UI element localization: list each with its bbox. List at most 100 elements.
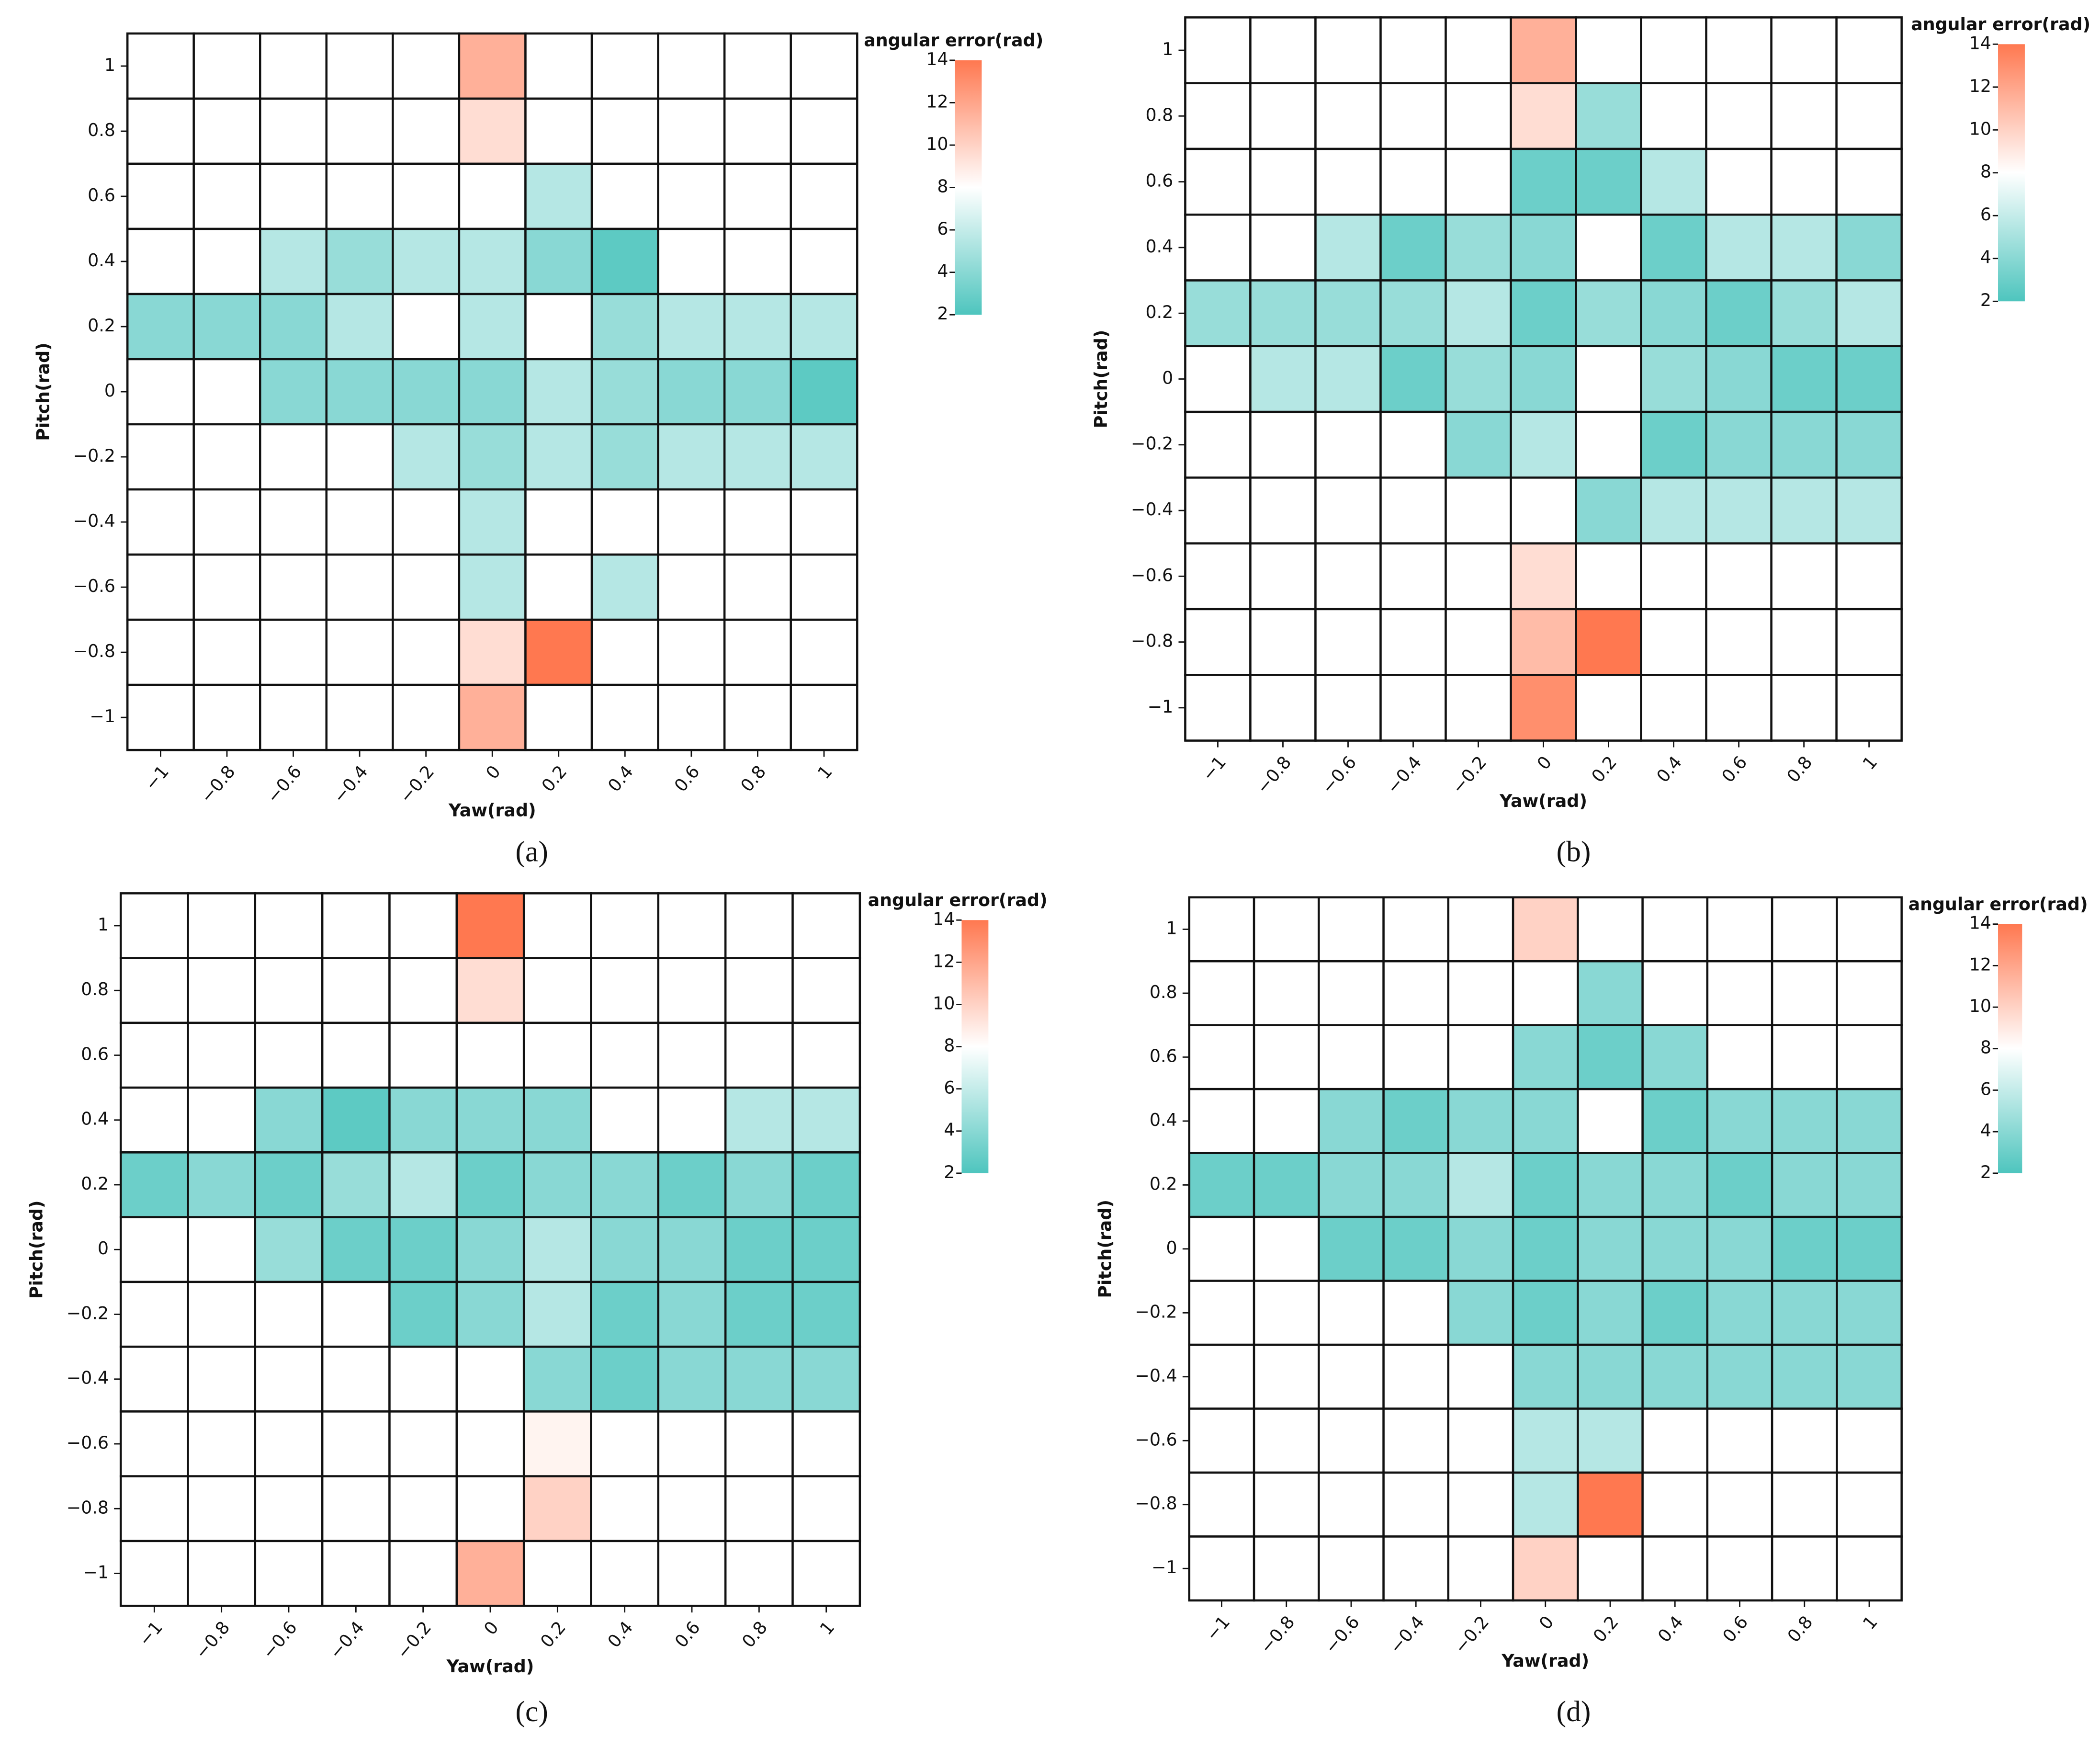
cell (1379, 213, 1447, 282)
x-tick-label: 0 (480, 1617, 503, 1639)
empty-cell (119, 1281, 189, 1348)
colorbar-tick-label: 10 (1969, 118, 1991, 139)
y-tick-label: 0 (1166, 1237, 1177, 1258)
empty-cell (1379, 608, 1447, 676)
empty-cell (254, 957, 324, 1024)
empty-cell (1705, 674, 1773, 742)
cell (522, 1410, 592, 1477)
panel-label: (c) (516, 1695, 548, 1728)
empty-cell (192, 97, 261, 165)
colorbar-tick-label: 6 (944, 1078, 955, 1098)
y-tick-label: 1 (1162, 39, 1173, 59)
y-tick-label: −0.2 (1131, 433, 1173, 454)
colorbar-tick-label: 12 (1969, 76, 1991, 96)
empty-cell (522, 1540, 592, 1607)
colorbar-tick-label: 6 (1980, 204, 1991, 225)
cell (1318, 1088, 1385, 1154)
cell (1445, 345, 1512, 413)
y-tick-label: −0.4 (73, 510, 115, 531)
empty-cell (790, 683, 858, 751)
y-tick-label: −0.8 (1131, 631, 1173, 651)
empty-cell (1188, 1343, 1255, 1410)
empty-cell (1382, 896, 1450, 963)
x-tick-label: 0.2 (1587, 752, 1621, 786)
empty-cell (1447, 960, 1514, 1026)
cell (1512, 1024, 1579, 1090)
empty-cell (192, 488, 261, 556)
empty-cell (1318, 1343, 1385, 1410)
empty-cell (126, 358, 195, 426)
cell (458, 32, 527, 100)
empty-cell (119, 1086, 189, 1154)
y-tick-label: −0.2 (1135, 1301, 1177, 1322)
x-tick-label: 0.4 (603, 1617, 637, 1652)
empty-cell (1771, 1407, 1838, 1474)
y-tick-label: 1 (1166, 918, 1177, 938)
cell (723, 488, 792, 556)
empty-cell (1382, 1024, 1450, 1090)
empty-cell (1188, 1215, 1255, 1282)
empty-cell (388, 957, 458, 1024)
colorbar-tick-label: 8 (937, 176, 948, 197)
empty-cell (1771, 896, 1838, 963)
empty-cell (1705, 608, 1773, 676)
cell (524, 358, 593, 426)
empty-cell (187, 1281, 257, 1348)
empty-cell (259, 97, 328, 165)
cell (724, 1281, 794, 1348)
colorbar-title: angular error(rad) (1911, 14, 2090, 34)
cell (1184, 279, 1252, 348)
empty-cell (1188, 896, 1255, 963)
cell (1575, 279, 1642, 348)
colorbar-tick-label: 8 (1980, 1037, 1991, 1058)
empty-cell (259, 32, 328, 100)
empty-cell (724, 1410, 794, 1477)
cell (723, 358, 792, 426)
empty-cell (1184, 674, 1252, 742)
empty-cell (254, 1410, 324, 1477)
cell (724, 1216, 794, 1283)
empty-cell (590, 957, 660, 1024)
x-tick-label: 0.2 (1589, 1612, 1623, 1646)
empty-cell (1641, 1407, 1709, 1474)
cell (790, 423, 858, 491)
empty-cell (192, 162, 261, 230)
x-tick-label: −0.4 (1383, 752, 1426, 797)
colorbar-title: angular error(rad) (864, 30, 1043, 51)
cell (1705, 476, 1773, 545)
empty-cell (1641, 1535, 1709, 1602)
cell (1512, 1471, 1579, 1538)
empty-cell (1835, 674, 1903, 742)
y-tick-label: 0.8 (1150, 982, 1177, 1002)
empty-cell (126, 488, 195, 556)
cell (522, 1086, 592, 1154)
empty-cell (1253, 1088, 1320, 1154)
x-axis-title: Yaw(rad) (448, 800, 536, 821)
cell (1188, 1152, 1255, 1218)
panel: −1 −0.8 −0.6 −0.4 −0.2 0 0.2 0.4 0.6 0.8 1 1 0.8 0.6 0… (33, 30, 1043, 868)
empty-cell (325, 488, 394, 556)
x-tick-label: 1 (816, 1617, 839, 1639)
y-tick-label: −0.8 (73, 641, 115, 661)
cell (1577, 1343, 1644, 1410)
y-tick-label: −0.2 (67, 1303, 109, 1324)
y-tick-label: −0.4 (67, 1368, 109, 1388)
empty-cell (1705, 542, 1773, 611)
x-tick-label: 0.2 (536, 1617, 570, 1652)
cell (321, 1216, 391, 1283)
empty-cell (1771, 960, 1838, 1026)
y-tick-label: −1 (1148, 696, 1174, 717)
x-tick-label: 0.8 (1783, 1612, 1817, 1646)
empty-cell (1382, 960, 1450, 1026)
empty-cell (1447, 1024, 1514, 1090)
cell (1575, 410, 1642, 479)
empty-cell (325, 423, 394, 491)
cell (1318, 1152, 1385, 1218)
cell (1836, 1152, 1903, 1218)
empty-cell (126, 162, 195, 230)
cell (259, 227, 328, 295)
colorbar-title: angular error(rad) (1908, 894, 2088, 915)
cell (1249, 279, 1317, 348)
cell (1512, 896, 1579, 963)
